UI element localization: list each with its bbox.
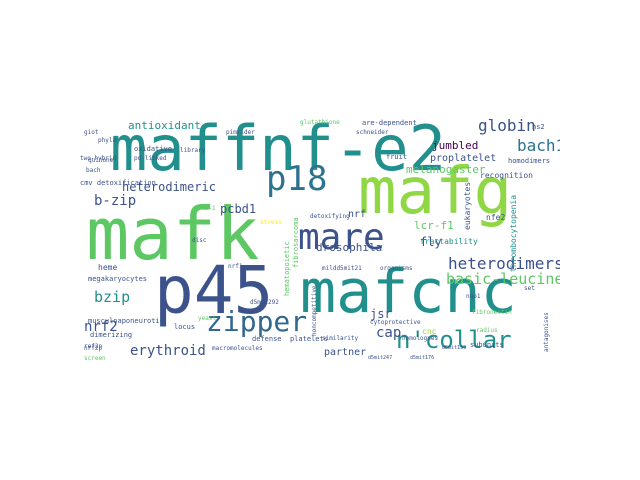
cloud-word: recognition xyxy=(480,171,533,180)
cloud-word: noncompetitive xyxy=(311,285,318,336)
cloud-word: d5mit139 xyxy=(442,345,467,351)
cloud-word: thrombocytopenia xyxy=(509,194,518,272)
cloud-word: eukaryotes xyxy=(463,181,472,230)
cloud-word: erythroid xyxy=(130,343,206,359)
cloud-word: macromolecules xyxy=(212,345,263,352)
cloud-word: homodimers xyxy=(508,157,551,165)
cloud-word: heme xyxy=(98,263,118,272)
cloud-word: jsr xyxy=(370,307,392,321)
cloud-word: fibronectin xyxy=(472,309,512,316)
cloud-word: schneider xyxy=(356,129,389,136)
cloud-word: phyla xyxy=(98,137,117,144)
cloud-word: mafk xyxy=(86,192,260,276)
cloud-word: basic-leucine xyxy=(446,270,560,288)
cloud-word: maffnf-e2 xyxy=(110,112,446,185)
cloud-word: cytoprotective xyxy=(370,319,421,326)
cloud-word: yeast xyxy=(198,315,217,322)
cloud-word: fruit xyxy=(386,153,408,161)
cloud-word: hematopoietic xyxy=(283,241,291,296)
cloud-word: d5mit176 xyxy=(410,355,435,361)
cloud-word: nrf1 xyxy=(228,263,243,270)
cloud-word: globin xyxy=(478,116,536,135)
cloud-word: subunits xyxy=(470,341,504,349)
cloud-word: cnc xyxy=(422,327,437,336)
cloud-word: partner xyxy=(324,347,367,358)
cloud-word: fibrosarcoma xyxy=(292,217,300,268)
word-cloud: maffnf-e2 mafg mafk p45 mafcnc mare p18 … xyxy=(80,110,560,370)
cloud-word: melanogaster xyxy=(406,163,486,176)
cloud-word: nrf xyxy=(348,209,367,220)
cloud-word: pd-linked xyxy=(134,155,167,162)
cloud-word: heterodimeric xyxy=(122,180,216,194)
cloud-word: dimerizing xyxy=(90,331,133,339)
cloud-word: cmv detoxification xyxy=(80,179,156,187)
cloud-word: p45 xyxy=(154,252,274,329)
cloud-word: heterodimers xyxy=(448,254,560,273)
cloud-word: drosophila xyxy=(316,241,383,254)
cloud-word: stress xyxy=(260,219,282,226)
cloud-word: ppkb-1 xyxy=(194,205,216,212)
cloud-word: locus xyxy=(174,323,196,331)
cloud-word: pcbd1 xyxy=(220,202,257,216)
cloud-word: antagonises xyxy=(543,312,550,352)
cloud-word: detoxifying xyxy=(310,213,350,220)
cloud-word: proplatelet xyxy=(430,153,497,164)
cloud-word: cap xyxy=(376,325,402,341)
cloud-word: disc xyxy=(192,237,207,244)
cloud-word: bach1 xyxy=(517,136,560,155)
cloud-word: platelets xyxy=(290,335,328,343)
cloud-word: nfe2 xyxy=(486,213,506,222)
cloud-word: organisms xyxy=(380,265,413,272)
cloud-word: are-dependent xyxy=(362,119,417,127)
cloud-word: zipper xyxy=(206,305,308,338)
cloud-word: screen xyxy=(84,355,106,362)
cloud-word: quinone xyxy=(88,157,114,164)
cloud-word: library xyxy=(180,147,206,154)
cloud-word: nrf2 xyxy=(84,319,118,335)
cloud-word: nqo1 xyxy=(466,293,481,300)
cloud-word: two-hybrid xyxy=(80,155,117,162)
cloud-word: mare xyxy=(298,217,385,258)
cloud-word: mafg xyxy=(358,155,513,229)
cloud-word: mafcnc xyxy=(300,257,517,327)
cloud-word: p18 xyxy=(266,159,328,199)
cloud-word: lcr-f1 xyxy=(414,219,454,232)
cloud-word: antioxidant xyxy=(128,119,201,132)
cloud-word: nrf2p xyxy=(84,345,103,352)
cloud-word: bzip xyxy=(94,288,131,306)
cloud-word: b-zip xyxy=(94,193,137,209)
cloud-word: defense xyxy=(252,335,282,343)
cloud-word: n'collar xyxy=(396,326,512,354)
cloud-word: glutathione xyxy=(300,119,340,126)
cloud-word: pimrider xyxy=(226,129,255,136)
cloud-word: mildd5mit21 xyxy=(322,265,362,272)
cloud-word: giot xyxy=(84,129,99,136)
cloud-word: tractability xyxy=(420,237,478,246)
cloud-word: megakaryocytes xyxy=(88,275,148,283)
cloud-word: fly xyxy=(420,235,442,249)
cloud-word: d5mit247 xyxy=(368,355,393,361)
cloud-word: homologues xyxy=(402,335,439,342)
cloud-word: oxidative xyxy=(134,145,172,153)
cloud-word: ref2p xyxy=(84,343,103,350)
cloud-word: d5mit292 xyxy=(250,299,279,306)
cloud-word: jumbled xyxy=(432,139,479,152)
cloud-word: musculoaponeurotic xyxy=(88,317,164,325)
cloud-word: bach xyxy=(86,167,101,174)
cloud-word: similarity xyxy=(322,335,359,342)
cloud-word: radius xyxy=(476,327,498,334)
cloud-word: hs2 xyxy=(532,123,545,131)
cloud-word: set xyxy=(524,285,535,292)
